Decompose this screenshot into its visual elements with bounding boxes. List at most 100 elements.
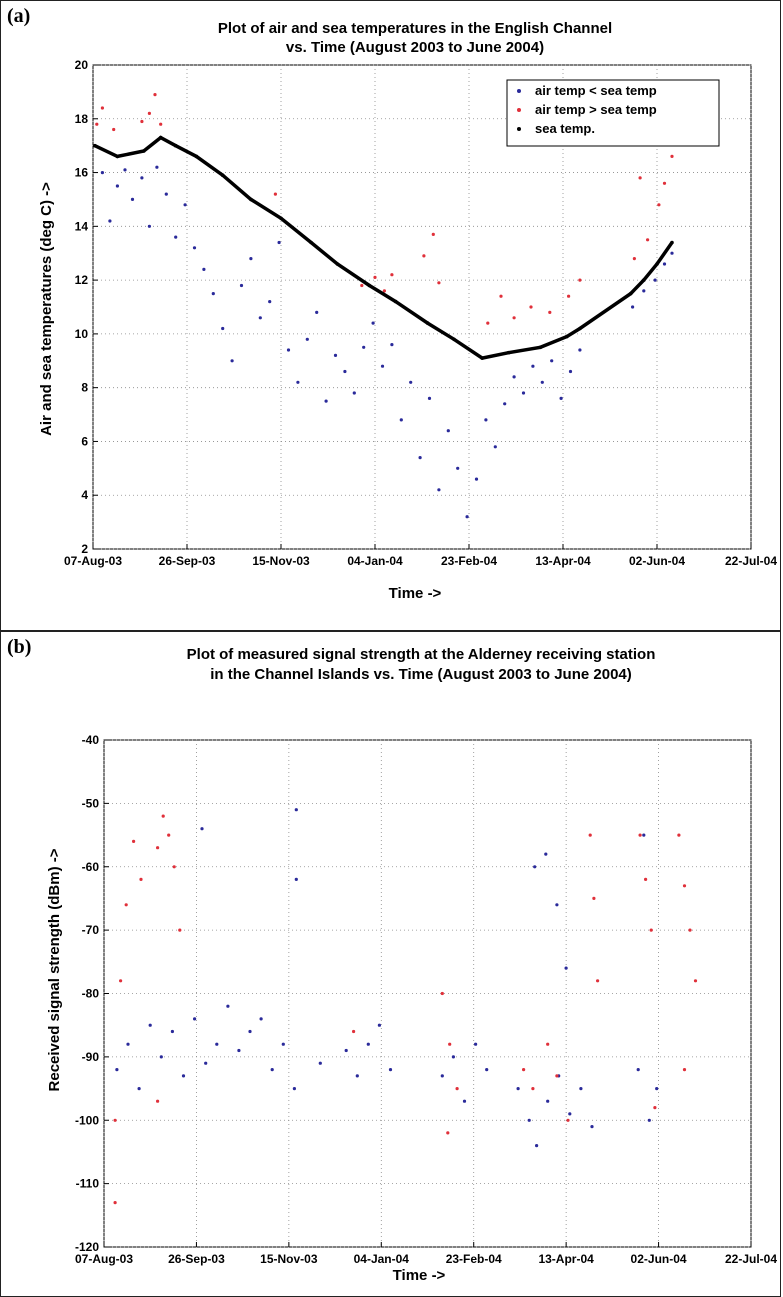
- data-point: [544, 852, 548, 856]
- data-point: [126, 1042, 130, 1046]
- data-point: [431, 232, 435, 236]
- data-point: [119, 979, 123, 983]
- data-point: [535, 1144, 539, 1148]
- x-tick-label: 07-Aug-03: [64, 554, 122, 568]
- data-point: [409, 380, 413, 384]
- data-point: [161, 814, 165, 818]
- data-point: [215, 1042, 219, 1046]
- data-point: [638, 176, 642, 180]
- data-point: [156, 1099, 160, 1103]
- data-point: [527, 1118, 531, 1122]
- data-point: [155, 165, 159, 169]
- legend-a: air temp < sea temp air temp > sea temp se…: [506, 79, 720, 147]
- data-point: [566, 1118, 570, 1122]
- data-point: [631, 305, 635, 309]
- y-tick-label: -50: [82, 796, 100, 810]
- data-point: [393, 299, 398, 304]
- chart-subtitle-a: vs. Time (August 2003 to June 2004): [286, 39, 544, 56]
- data-point: [202, 267, 206, 271]
- data-point: [516, 1087, 520, 1091]
- data-point: [512, 316, 516, 320]
- data-point: [596, 979, 600, 983]
- data-point: [167, 833, 171, 837]
- data-point: [194, 154, 199, 159]
- data-point: [670, 154, 674, 158]
- data-point: [448, 1042, 452, 1046]
- y-tick-label: -120: [75, 1240, 99, 1254]
- data-point: [642, 289, 646, 293]
- data-point: [578, 278, 582, 282]
- data-point: [318, 1061, 322, 1065]
- x-ticks-b: 07-Aug-03 26-Sep-03 15-Nov-03 04-Jan-04 23-F…: [75, 1242, 777, 1266]
- data-point: [344, 1048, 348, 1053]
- data-point: [200, 827, 204, 831]
- data-point: [693, 979, 698, 983]
- data-point: [181, 1074, 186, 1078]
- data-point: [425, 321, 430, 325]
- x-tick-label: 13-Apr-04: [538, 1252, 594, 1266]
- data-point: [446, 1131, 450, 1135]
- data-point: [418, 456, 422, 460]
- data-point: [506, 350, 511, 355]
- data-point: [315, 310, 319, 314]
- data-point: [568, 369, 573, 374]
- legend-entry: air temp < sea temp: [535, 83, 657, 98]
- data-point: [112, 127, 116, 132]
- grid-b: [103, 739, 752, 1248]
- data-point: [657, 203, 661, 207]
- data-point: [137, 1087, 141, 1091]
- data-point: [159, 122, 163, 126]
- y-tick-label: -80: [82, 987, 100, 1001]
- y-ticks-b: -120 -110 -100 -90 -80 -70 -60 -50 -40: [75, 733, 109, 1254]
- x-tick-label: 07-Aug-03: [75, 1252, 133, 1266]
- data-point: [653, 1106, 657, 1110]
- data-point: [221, 326, 225, 331]
- data-point: [352, 1029, 356, 1034]
- data-point: [305, 337, 309, 341]
- data-point: [183, 203, 187, 207]
- y-tick-label: -90: [82, 1050, 100, 1064]
- legend-entry: air temp > sea temp: [535, 102, 657, 117]
- y-tick-label: 2: [81, 542, 88, 556]
- panel-label-b: (b): [7, 636, 32, 658]
- data-point: [193, 1017, 197, 1021]
- x-tick-label: 13-Apr-04: [535, 554, 591, 568]
- data-point: [237, 1048, 241, 1053]
- data-point: [93, 143, 97, 148]
- data-point: [292, 1087, 296, 1091]
- chart-subtitle-b: in the Channel Islands vs. Time (August …: [210, 666, 632, 683]
- marks-b: [113, 808, 698, 1205]
- data-point: [628, 291, 633, 296]
- data-point: [642, 278, 646, 282]
- data-point: [546, 1042, 550, 1046]
- data-point: [113, 1118, 117, 1122]
- data-point: [355, 1074, 359, 1078]
- x-ticks-a: 07-Aug-03 26-Sep-03 15-Nov-03 04-Jan-04 23-F…: [64, 544, 777, 568]
- data-point: [440, 991, 444, 996]
- data-point: [451, 1055, 455, 1059]
- y-tick-label: 14: [75, 219, 89, 233]
- data-point: [115, 154, 120, 159]
- data-point: [399, 418, 403, 422]
- data-point: [388, 1068, 393, 1072]
- x-tick-label: 04-Jan-04: [347, 554, 403, 568]
- y-ticks-a: 2 4 6 8 10 12 14 16 18 20: [75, 58, 98, 556]
- data-point: [512, 375, 516, 379]
- data-point: [437, 488, 441, 492]
- data-point: [485, 1068, 489, 1072]
- y-axis-label-b: Received signal strength (dBm) ->: [46, 848, 63, 1091]
- data-point: [670, 240, 674, 245]
- data-point: [555, 1074, 559, 1078]
- data-point: [522, 1068, 526, 1072]
- data-point: [649, 928, 653, 932]
- x-tick-label: 04-Jan-04: [354, 1252, 410, 1266]
- data-point: [130, 197, 135, 201]
- y-tick-label: -60: [82, 860, 100, 874]
- data-point: [140, 176, 144, 180]
- data-point: [352, 391, 356, 395]
- x-axis-label-b: Time ->: [393, 1267, 446, 1284]
- data-point: [437, 281, 441, 285]
- data-point: [521, 391, 526, 395]
- y-tick-label: 18: [75, 112, 89, 126]
- data-point: [204, 1061, 208, 1065]
